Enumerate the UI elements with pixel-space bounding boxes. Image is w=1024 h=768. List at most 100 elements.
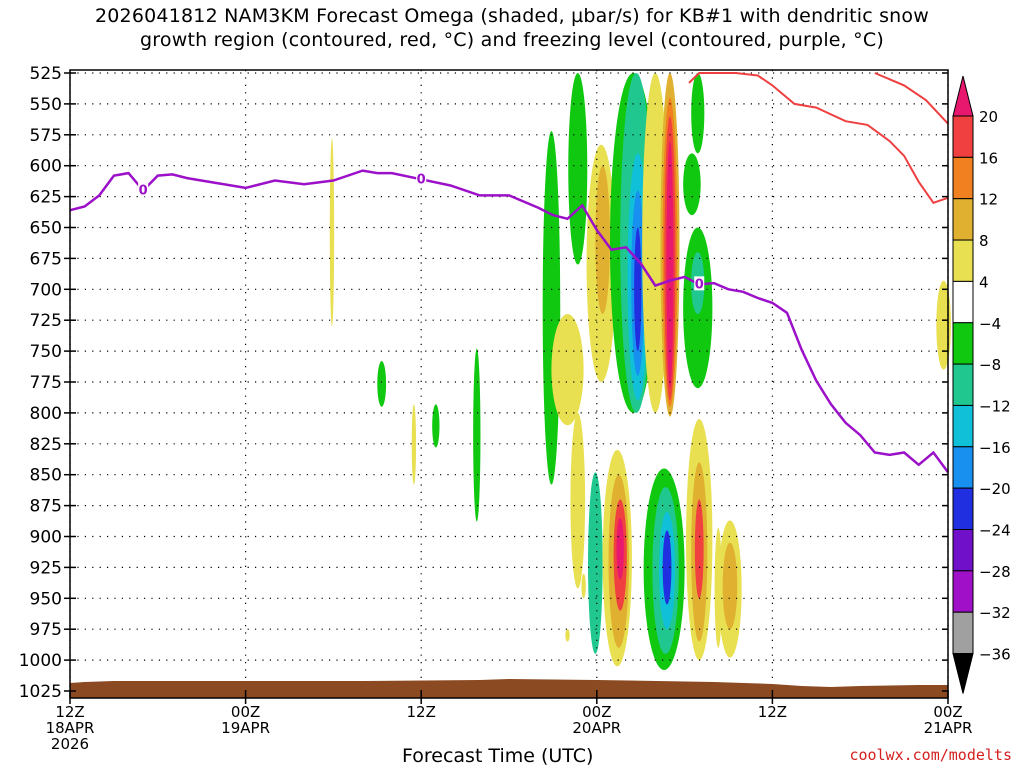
x-tick-label: 12Z — [407, 703, 436, 721]
y-axis-tick-labels: 525 550 575 600 625 650 675 700 725 750 775 800 825 8… — [19, 64, 62, 702]
omega-shading-layer — [329, 72, 951, 670]
y-tick-label: 575 — [30, 126, 62, 146]
dgz-contour-line — [688, 72, 949, 204]
x-axis-title: Forecast Time (UTC) — [402, 745, 594, 767]
y-tick-label: 975 — [30, 620, 62, 640]
y-tick-label: 900 — [30, 528, 62, 548]
omega-cell — [662, 530, 672, 605]
omega-cell — [694, 499, 704, 599]
colorbar-bin — [952, 570, 974, 613]
y-tick-label: 550 — [30, 95, 62, 115]
freezing-level-line — [69, 169, 950, 473]
omega-cell — [377, 360, 387, 407]
colorbar-bottom-triangle — [952, 653, 974, 694]
omega-cell — [570, 412, 586, 589]
x-tick-label: 2026 — [51, 735, 89, 753]
colorbar-label: −12 — [979, 397, 1011, 415]
freezing-label-bg — [138, 182, 149, 197]
colorbar-bin — [952, 529, 974, 572]
colorbar-label: 8 — [979, 232, 989, 250]
terrain-ground — [70, 679, 948, 698]
colorbar-bin — [952, 198, 974, 241]
colorbar-bin — [952, 487, 974, 530]
omega-cell — [329, 138, 335, 327]
y-tick-label: 600 — [30, 157, 62, 177]
omega-cell — [565, 629, 570, 642]
colorbar-bin — [952, 115, 974, 158]
y-tick-label: 1025 — [19, 682, 62, 702]
y-tick-label: 675 — [30, 249, 62, 269]
omega-cell — [581, 573, 586, 599]
chart-title-line2: growth region (contoured, red, °C) and f… — [140, 29, 884, 51]
x-tick-label: 12Z — [55, 703, 84, 721]
freezing-level-label: 0 — [417, 172, 426, 187]
colorbar-bin — [952, 446, 974, 489]
dgz-contour-line — [874, 72, 949, 125]
omega-cell — [411, 404, 417, 485]
omega-cell — [691, 73, 705, 154]
y-tick-label: 825 — [30, 435, 62, 455]
y-tick-label: 700 — [30, 280, 62, 300]
colorbar-bin — [952, 280, 974, 324]
colorbar-bin — [952, 404, 974, 448]
colorbar-label: −4 — [979, 315, 1001, 333]
y-tick-label: 650 — [30, 219, 62, 239]
x-tick-label: 12Z — [758, 703, 787, 721]
colorbar-bin — [952, 156, 974, 200]
y-tick-label: 875 — [30, 497, 62, 517]
chart-title-line1: 2026041812 NAM3KM Forecast Omega (shaded… — [94, 5, 929, 27]
omega-cell — [722, 542, 738, 630]
y-tick-label: 725 — [30, 311, 62, 331]
freezing-level-label: 0 — [695, 277, 704, 292]
omega-cell — [666, 140, 674, 389]
colorbar-label: 12 — [979, 191, 998, 209]
omega-cell — [542, 131, 561, 485]
x-tick-label: 18APR — [46, 719, 95, 737]
plot-area — [70, 70, 948, 698]
axes — [64, 69, 949, 704]
y-tick-label: 1000 — [19, 651, 62, 671]
colorbar-bin — [952, 239, 974, 282]
colorbar-bin — [952, 611, 974, 655]
plot-frame — [69, 69, 949, 699]
y-tick-label: 625 — [30, 188, 62, 208]
colorbar-label: 16 — [979, 149, 998, 167]
colorbar-label: −8 — [979, 356, 1001, 374]
y-tick-label: 950 — [30, 589, 62, 609]
colorbar-top-triangle — [952, 75, 974, 117]
x-tick-label: 00Z — [582, 703, 611, 721]
omega-cell — [568, 72, 588, 265]
colorbar-label: −24 — [979, 522, 1011, 540]
freezing-level-layer: 0 0 0 — [69, 169, 950, 473]
terrain-layer — [70, 679, 948, 698]
y-tick-label: 850 — [30, 466, 62, 486]
x-tick-label: 00Z — [231, 703, 260, 721]
x-tick-label: 19APR — [221, 719, 270, 737]
y-tick-label: 750 — [30, 342, 62, 362]
plot-background — [70, 70, 948, 698]
freezing-level-label: 0 — [139, 183, 148, 198]
colorbar-label: −20 — [979, 480, 1011, 498]
y-tick-label: 925 — [30, 558, 62, 578]
x-tick-label: 20APR — [572, 719, 621, 737]
colorbar-label: 4 — [979, 273, 989, 291]
freezing-label-bg — [416, 171, 427, 186]
colorbar-label: −36 — [979, 646, 1011, 664]
colorbar-bin — [952, 322, 974, 365]
y-tick-label: 525 — [30, 64, 62, 84]
omega-cell — [551, 314, 584, 426]
omega-cell — [432, 404, 440, 448]
omega-cell — [616, 517, 624, 580]
colorbar-label: 20 — [979, 108, 998, 126]
colorbar-label: −32 — [979, 604, 1011, 622]
colorbar: 20 16 12 8 4 −4 −8 −12 −16 −20 −24 −28 −32 −36 — [952, 75, 1011, 694]
y-tick-label: 800 — [30, 404, 62, 424]
x-tick-label: 00Z — [933, 703, 962, 721]
omega-cell — [473, 348, 481, 522]
omega-cell — [683, 153, 701, 216]
watermark-text: coolwx.com/modelts — [849, 746, 1012, 764]
chart-title: 2026041812 NAM3KM Forecast Omega (shaded… — [0, 4, 1024, 52]
omega-cell — [588, 472, 603, 654]
